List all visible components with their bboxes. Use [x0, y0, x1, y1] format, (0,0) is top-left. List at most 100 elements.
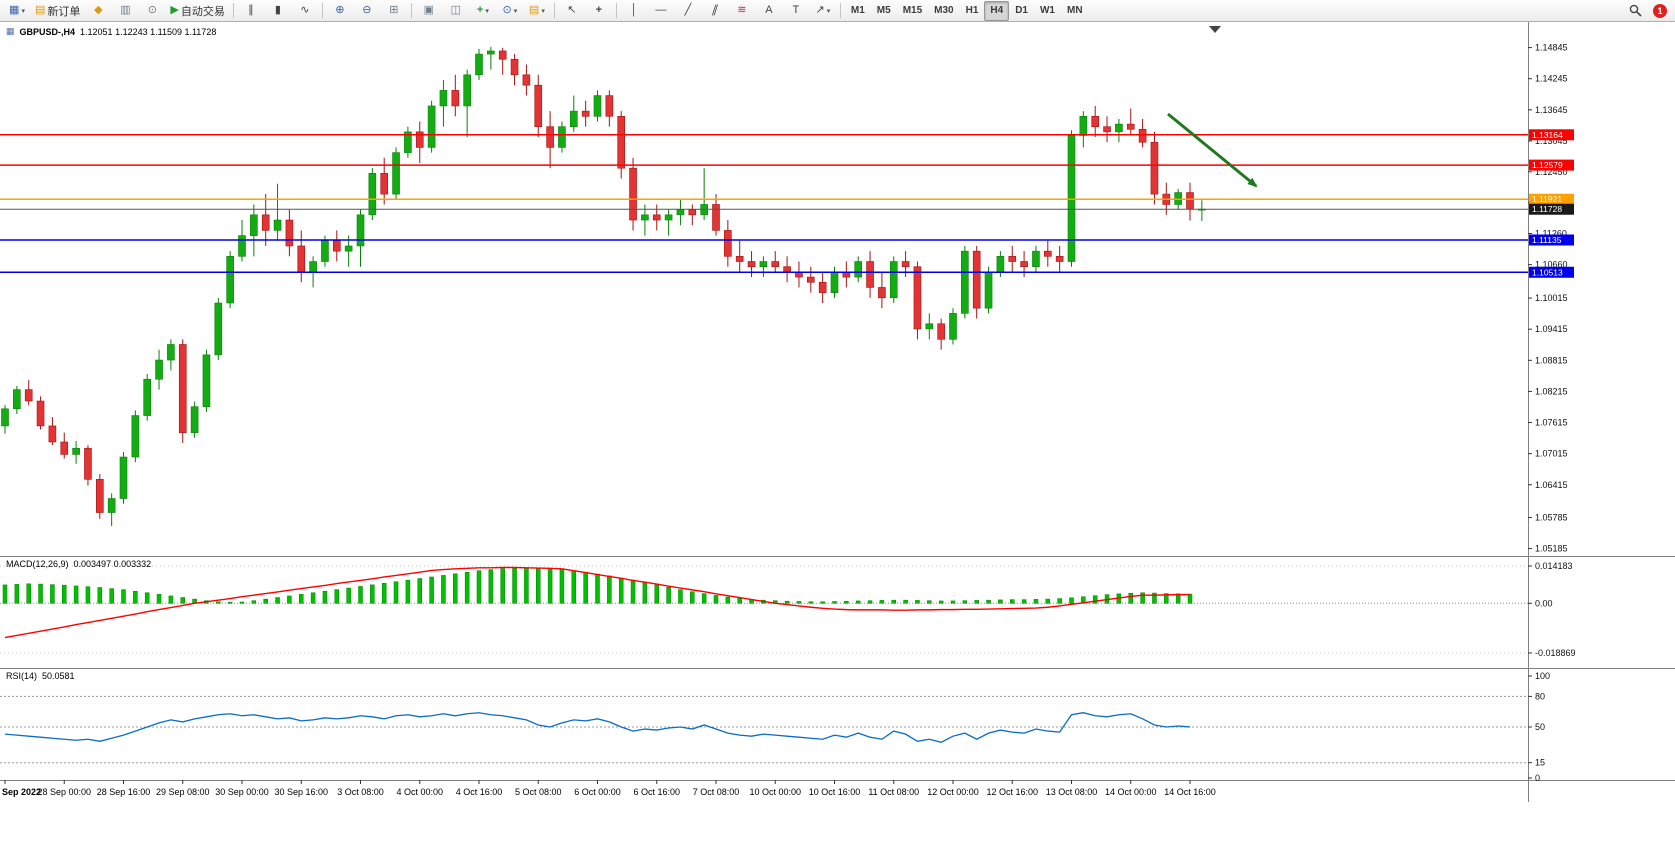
svg-text:100: 100	[1535, 671, 1550, 681]
tf-m1-button[interactable]: M1	[850, 5, 865, 16]
templates-button[interactable]: ▤ ▾	[524, 1, 550, 21]
chart-canvas[interactable]: 1.148451.142451.136451.130451.124501.118…	[0, 22, 1675, 853]
bar-chart-button[interactable]: ∥	[238, 1, 264, 21]
trendline-tool-button[interactable]: ╱	[675, 1, 701, 21]
toolbar: ▦ ▾ ▤ 新订单 ◆ ▥ ⊙ ▶ 自动交易 ∥ ▮ ∿ ⊕ ⊖ ⊞ ▣ ◫ +…	[0, 0, 1675, 22]
line-chart-icon: ∿	[300, 4, 310, 16]
candle-body	[866, 261, 874, 288]
market-watch-button[interactable]: ▥	[112, 1, 138, 21]
strategy-tester-button[interactable]: ⊙	[139, 1, 165, 21]
price-tag-label: 1.11135	[1532, 235, 1562, 245]
arrange-charts-button[interactable]: ▣	[416, 1, 442, 21]
candle-body	[984, 271, 993, 309]
candle-body	[1055, 256, 1064, 262]
trend-arrow-annotation[interactable]	[1167, 112, 1258, 188]
candle-body	[332, 240, 341, 252]
tf-h4-button[interactable]: H4	[984, 0, 1010, 21]
macd-panel: 0.014183 0.00 -0.018869	[0, 561, 1576, 658]
candle-body	[404, 131, 412, 153]
new-chart-button[interactable]: ▦ ▾	[4, 1, 30, 21]
symbol-chart-icon: ▦	[6, 26, 15, 36]
macd-histogram-bar	[168, 595, 174, 604]
macd-histogram-bar	[322, 590, 328, 604]
price-tag	[1529, 234, 1574, 246]
notification-badge[interactable]: 1	[1653, 3, 1667, 18]
channel-tool-button[interactable]: ∥	[702, 1, 728, 21]
ohlc-values: 1.12051 1.12243 1.11509 1.11728	[80, 26, 217, 37]
candle-body	[344, 245, 353, 252]
tf-m15-button[interactable]: M15	[902, 5, 923, 16]
zoom-out-button[interactable]: ⊖	[354, 1, 380, 21]
candle-body	[818, 281, 827, 293]
candle-body	[771, 261, 780, 268]
candle-body	[475, 53, 483, 76]
horizontal-line-icon: —	[655, 4, 667, 16]
crosshair-button[interactable]: +	[586, 1, 612, 21]
time-axis-label: 3 Oct 08:00	[337, 787, 384, 797]
line-chart-button[interactable]: ∿	[292, 1, 318, 21]
vline-tool-button[interactable]: │	[621, 1, 647, 21]
svg-text:1.08815: 1.08815	[1535, 355, 1568, 365]
metaeditor-button[interactable]: ◆	[85, 1, 111, 21]
macd-histogram-bar	[453, 573, 458, 604]
candle-body	[415, 131, 424, 148]
candle-body	[688, 209, 697, 216]
label-tool-button[interactable]: T	[783, 1, 809, 21]
tf-h1-button[interactable]: H1	[965, 5, 979, 16]
tf-m5-button[interactable]: M5	[876, 5, 891, 16]
macd-histogram-bar	[547, 568, 553, 604]
macd-histogram-bar	[73, 585, 79, 604]
tf-w1-button[interactable]: W1	[1039, 5, 1055, 16]
macd-histogram-bar	[358, 586, 363, 604]
hline-tool-button[interactable]: —	[648, 1, 674, 21]
time-axis-label: 7 Oct 08:00	[693, 787, 740, 797]
macd-histogram-bar	[50, 584, 55, 604]
candle-body	[107, 498, 116, 513]
autotrade-button[interactable]: ▶ 自动交易	[166, 1, 228, 21]
autotrade-label: 自动交易	[180, 5, 225, 18]
text-tool-button[interactable]: A	[756, 1, 782, 21]
macd-histogram-bar	[156, 594, 162, 604]
svg-text:1.06415: 1.06415	[1535, 480, 1568, 490]
search-button[interactable]	[1622, 1, 1648, 21]
price-tag-label: 1.10513	[1532, 267, 1563, 277]
macd-histogram-bar	[820, 601, 825, 604]
macd-histogram-bar	[334, 589, 340, 604]
candle-chart-button[interactable]: ▮	[265, 1, 291, 21]
periods-button[interactable]: ⊙ ▾	[497, 1, 523, 21]
macd-histogram-bar	[1045, 598, 1051, 604]
zoom-in-button[interactable]: ⊕	[327, 1, 353, 21]
chart-shift-marker[interactable]	[1209, 26, 1221, 33]
candle-body	[48, 425, 57, 443]
macd-histogram-bar	[370, 584, 375, 604]
tf-d1-button[interactable]: D1	[1015, 5, 1028, 16]
tile-windows-button[interactable]: ⊞	[381, 1, 407, 21]
tf-mn-button[interactable]: MN	[1066, 5, 1083, 16]
candle-body	[1138, 128, 1147, 143]
cascade-icon: ◫	[450, 4, 462, 16]
toolbar-right: 1	[1622, 1, 1671, 21]
candle-body	[84, 447, 92, 480]
svg-text:1.13045: 1.13045	[1535, 136, 1568, 146]
candle-body	[72, 447, 80, 455]
candle-body	[202, 354, 211, 408]
candle-body	[913, 266, 922, 330]
macd-histogram-bar	[915, 600, 920, 604]
new-order-button[interactable]: ▤ 新订单	[31, 1, 84, 21]
time-axis-label: 12 Oct 00:00	[927, 787, 979, 797]
candle-body	[451, 90, 460, 107]
arrows-tool-button[interactable]: ↗ ▾	[810, 1, 836, 21]
rsi-panel: 100 80 50 15 0	[0, 671, 1550, 783]
template-icon: ▤	[528, 4, 540, 16]
macd-histogram-bar	[2, 584, 8, 604]
rsi-value: 50.0581	[42, 671, 75, 681]
cascade-charts-button[interactable]: ◫	[443, 1, 469, 21]
fibonacci-tool-button[interactable]: ≋	[729, 1, 755, 21]
cursor-button[interactable]: ↖	[559, 1, 585, 21]
indicators-button[interactable]: + ▾	[470, 1, 496, 21]
svg-text:50: 50	[1535, 722, 1545, 732]
chevron-down-icon: ▾	[826, 7, 831, 15]
macd-histogram-bar	[595, 573, 600, 604]
tf-m30-button[interactable]: M30	[934, 5, 954, 16]
